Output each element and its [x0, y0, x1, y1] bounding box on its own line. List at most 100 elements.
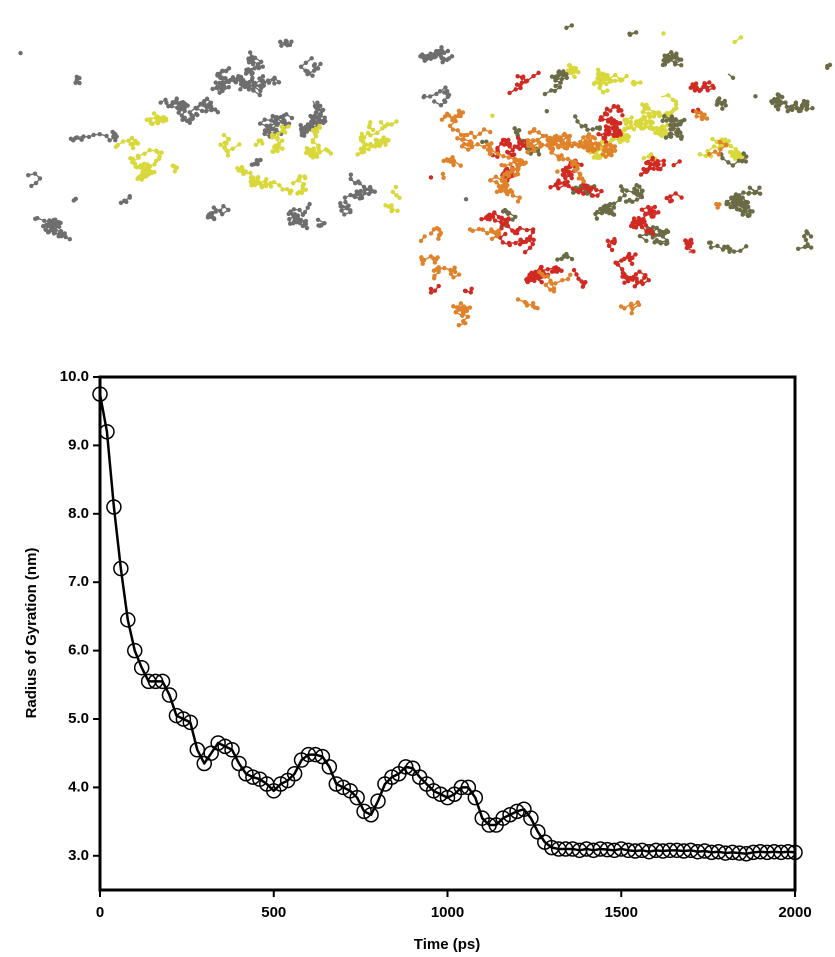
atom	[260, 141, 264, 145]
atom	[457, 109, 461, 113]
atom	[280, 138, 284, 142]
atom	[381, 135, 385, 139]
atom	[437, 284, 441, 288]
atom	[266, 78, 270, 82]
atom	[131, 157, 135, 161]
atom	[545, 109, 549, 113]
atom	[689, 86, 693, 90]
atom	[618, 140, 622, 144]
atom	[119, 201, 123, 205]
atom	[26, 173, 30, 177]
series-line	[100, 394, 795, 854]
atom	[371, 128, 375, 132]
atom	[731, 76, 735, 80]
atom	[429, 175, 433, 179]
atom	[441, 176, 445, 180]
molecule-render	[18, 23, 832, 327]
atom	[566, 184, 570, 188]
atom	[570, 23, 574, 27]
atom	[238, 87, 242, 91]
x-tick-label: 2000	[778, 904, 811, 921]
atom	[18, 51, 22, 55]
atom	[75, 75, 79, 79]
atom	[72, 198, 76, 202]
atom	[603, 144, 607, 148]
x-tick-label: 1000	[431, 904, 464, 921]
atom	[616, 109, 620, 113]
atom	[379, 120, 383, 124]
atom	[397, 196, 401, 200]
atom	[687, 244, 691, 248]
atom	[250, 162, 254, 166]
atom	[671, 163, 675, 167]
atom	[68, 237, 72, 241]
atom	[581, 284, 585, 288]
y-tick-label: 6.0	[68, 642, 89, 659]
atom	[114, 145, 118, 149]
atom	[555, 169, 559, 173]
atom	[571, 190, 575, 194]
atom	[741, 151, 745, 155]
atom	[266, 126, 270, 130]
atom	[572, 75, 576, 79]
atom	[605, 88, 609, 92]
atom	[480, 140, 484, 144]
atom	[669, 134, 673, 138]
y-tick-label: 7.0	[68, 573, 89, 590]
y-tick-label: 8.0	[68, 505, 89, 522]
atom	[464, 197, 468, 201]
atom	[171, 164, 175, 168]
atom	[572, 141, 576, 145]
atom	[53, 218, 57, 222]
atom	[634, 277, 638, 281]
y-tick-label: 3.0	[68, 847, 89, 864]
atom	[736, 202, 740, 206]
atom	[316, 218, 320, 222]
atom	[543, 92, 547, 96]
atom	[516, 297, 520, 301]
atom	[608, 79, 612, 83]
atom	[395, 209, 399, 213]
atom	[264, 177, 268, 181]
y-tick-label: 9.0	[68, 436, 89, 453]
atom	[564, 166, 568, 170]
y-axis-label: Radius of Gyration (nm)	[23, 548, 40, 719]
atom	[532, 127, 536, 131]
atom	[154, 116, 158, 120]
atom	[309, 56, 313, 60]
atom	[206, 214, 210, 218]
y-tick-label: 4.0	[68, 778, 89, 795]
atom	[289, 40, 293, 44]
atom	[394, 185, 398, 189]
atom	[202, 99, 206, 103]
atom	[627, 32, 631, 36]
atom	[536, 71, 540, 75]
atom	[717, 202, 721, 206]
atom	[573, 114, 577, 118]
atom	[728, 150, 732, 154]
atom	[516, 199, 520, 203]
atom	[286, 212, 290, 216]
atom	[603, 132, 607, 136]
atom	[724, 143, 728, 147]
y-tick-label: 10.0	[60, 368, 89, 385]
atom	[329, 151, 333, 155]
x-axis-label: Time (ps)	[414, 936, 480, 953]
atom	[421, 55, 425, 59]
atom	[349, 172, 353, 176]
atom	[664, 242, 668, 246]
atom	[679, 195, 683, 199]
atom	[429, 231, 433, 235]
atom	[805, 231, 809, 235]
atom	[240, 170, 244, 174]
atom	[739, 35, 743, 39]
atom	[422, 94, 426, 98]
atom	[71, 138, 75, 142]
atom	[715, 99, 719, 103]
plot: 3.04.05.06.07.08.09.010.0050010001500200…	[60, 368, 812, 921]
atom	[645, 169, 649, 173]
atom	[631, 81, 635, 85]
atom	[699, 111, 703, 115]
